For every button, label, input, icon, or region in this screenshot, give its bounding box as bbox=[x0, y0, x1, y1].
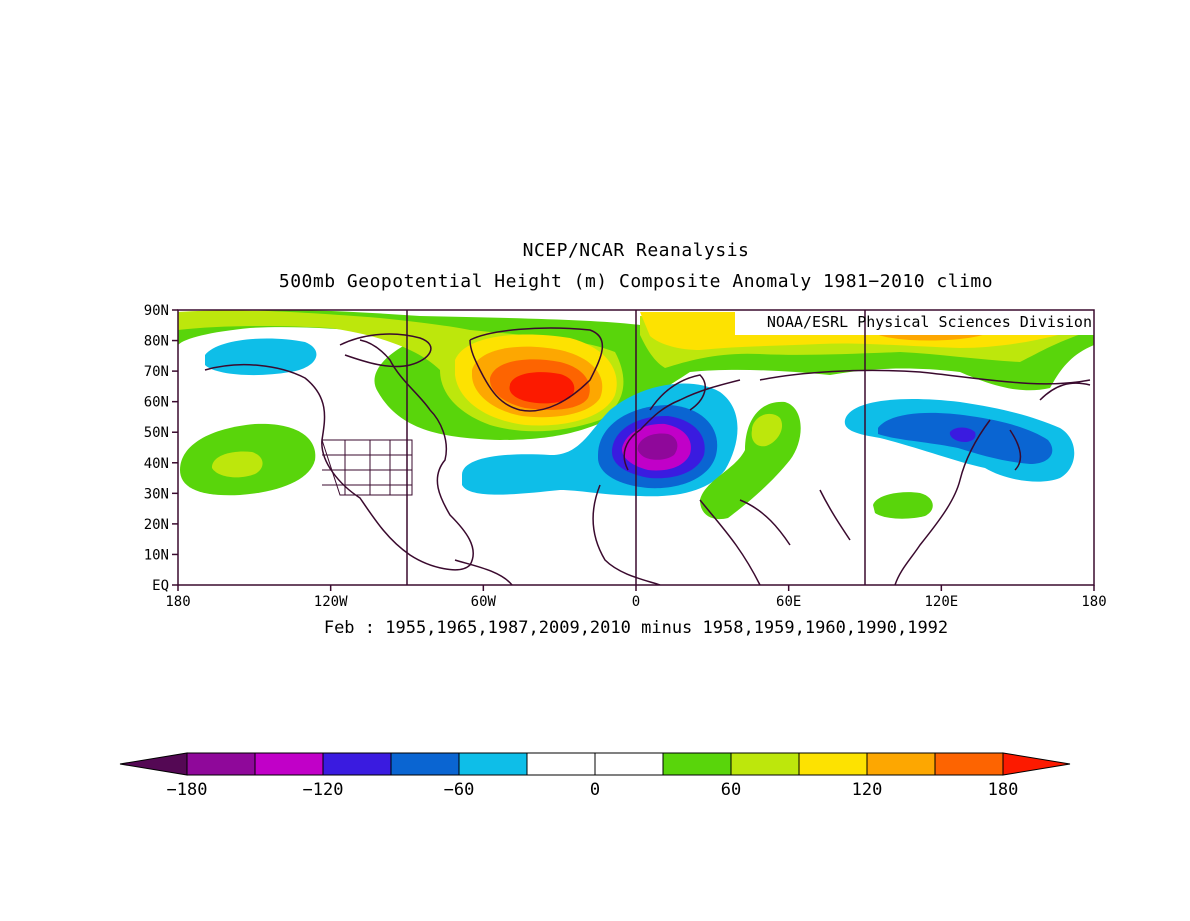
lat-label: 70N bbox=[144, 364, 169, 380]
colorbar-cell bbox=[730, 752, 800, 776]
colorbar-label: 0 bbox=[590, 780, 600, 800]
coast-greenland bbox=[469, 327, 604, 412]
lon-label: 0 bbox=[632, 594, 640, 610]
colorbar-label: 120 bbox=[852, 780, 883, 800]
coast-europe bbox=[623, 379, 741, 471]
coastlines bbox=[204, 327, 1091, 585]
colorbar-label: −180 bbox=[167, 780, 208, 800]
lat-label: 20N bbox=[144, 517, 169, 533]
coast-africa bbox=[592, 484, 761, 585]
colorbar-cell bbox=[458, 752, 528, 776]
colorbar-arrow-left bbox=[119, 752, 188, 776]
coast-south-america bbox=[454, 559, 513, 585]
colorbar-label: 60 bbox=[721, 780, 741, 800]
lon-label: 180 bbox=[165, 594, 190, 610]
latitude-ticks: 90N 80N 70N 60N 50N 40N 30N 20N 10N EQ bbox=[144, 303, 178, 594]
colorbar-label: 180 bbox=[988, 780, 1019, 800]
reference-meridians bbox=[406, 310, 866, 585]
colorbar-cell bbox=[390, 752, 460, 776]
colorbar-cell bbox=[662, 752, 732, 776]
chart-subtitle: 500mb Geopotential Height (m) Composite … bbox=[278, 271, 994, 292]
lon-label: 120W bbox=[314, 594, 348, 610]
lon-label: 120E bbox=[924, 594, 958, 610]
credit-box bbox=[735, 310, 1094, 335]
lon-label: 60E bbox=[776, 594, 801, 610]
lat-label: 40N bbox=[144, 456, 169, 472]
lat-label: 80N bbox=[144, 334, 169, 350]
colorbar-cell bbox=[322, 752, 392, 776]
coast-siberia-east bbox=[1039, 382, 1091, 401]
colorbar-cell bbox=[798, 752, 868, 776]
contour-pacific-ridge-90 bbox=[212, 451, 263, 478]
lon-label: 60W bbox=[471, 594, 497, 610]
colorbar-cell bbox=[934, 752, 1004, 776]
lat-label: 50N bbox=[144, 425, 169, 441]
colorbar-arrow-right bbox=[1002, 752, 1071, 776]
contour-caspian-ridge-90 bbox=[751, 413, 783, 447]
contour-greenland-peak bbox=[509, 372, 575, 404]
contour-alaska-trough bbox=[205, 338, 317, 376]
longitude-ticks: 180 120W 60W 0 60E 120E 180 bbox=[165, 585, 1107, 610]
colorbar-cell bbox=[526, 752, 596, 776]
us-state-lines bbox=[321, 439, 413, 496]
anomaly-contours bbox=[178, 310, 1094, 585]
contour-europe-low-150 bbox=[637, 433, 678, 460]
colorbar-label: −60 bbox=[444, 780, 475, 800]
coast-north-america bbox=[204, 339, 474, 571]
colorbar-cell bbox=[866, 752, 936, 776]
contour-asia-trough-90 bbox=[949, 427, 976, 442]
colorbar-label: −120 bbox=[303, 780, 344, 800]
credit-label: NOAA/ESRL Physical Sciences Division bbox=[766, 313, 1092, 331]
chart-title: NCEP/NCAR Reanalysis bbox=[522, 240, 750, 261]
coast-scandinavia bbox=[649, 374, 706, 411]
coast-arabia-india bbox=[739, 489, 851, 546]
colorbar-cell bbox=[594, 752, 664, 776]
composite-years: Feb : 1955,1965,1987,2009,2010 minus 195… bbox=[323, 618, 949, 638]
coast-japan bbox=[1009, 429, 1022, 471]
lat-label: 30N bbox=[144, 486, 169, 502]
coast-asia bbox=[759, 369, 1091, 385]
lon-label: 180 bbox=[1081, 594, 1106, 610]
lat-label: EQ bbox=[152, 578, 169, 594]
coast-canadian-arctic bbox=[339, 333, 432, 368]
contour-seasia-ridge bbox=[873, 492, 933, 519]
lat-label: 60N bbox=[144, 395, 169, 411]
lat-label: 10N bbox=[144, 547, 169, 563]
colorbar-cell bbox=[254, 752, 324, 776]
colorbar-cell bbox=[186, 752, 256, 776]
coast-east-asia bbox=[894, 419, 991, 585]
lat-label: 90N bbox=[144, 303, 169, 319]
